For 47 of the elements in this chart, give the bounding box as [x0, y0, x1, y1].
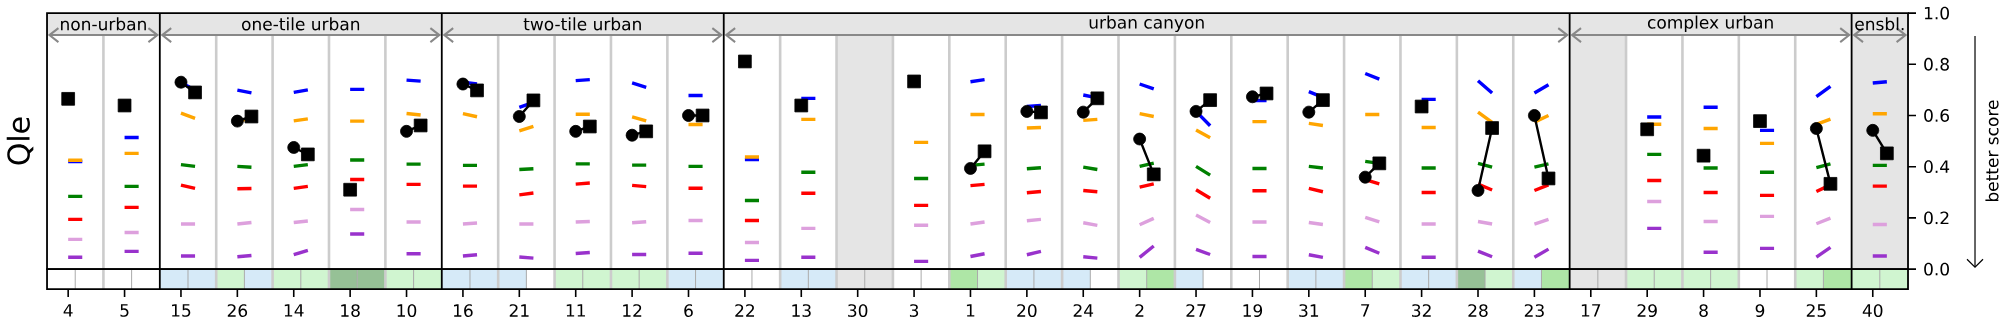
x-tick-label: 30 — [848, 304, 868, 317]
x-tick-label: 40 — [1862, 304, 1883, 317]
x-tick-label: 4 — [63, 304, 73, 317]
annotation: ensbl. — [1855, 17, 1904, 31]
y-tick-label: 0.8 — [1924, 57, 1949, 71]
x-tick-label: 11 — [566, 304, 585, 317]
x-tick-label: 27 — [1186, 304, 1206, 317]
y-tick-label: 0.4 — [1924, 160, 1950, 174]
x-tick-label: 21 — [509, 304, 529, 317]
annotation: two-tile urban — [523, 17, 641, 31]
y-tick-label: 1.0 — [1924, 6, 1949, 20]
y-tick-label: 0.6 — [1924, 109, 1950, 122]
x-tick-label: 15 — [172, 304, 191, 317]
x-tick-label: 22 — [735, 304, 755, 317]
text: better score — [1985, 100, 1999, 202]
x-tick-label: 20 — [1017, 304, 1037, 317]
y-tick-label: 0.0 — [1924, 262, 1949, 276]
x-tick-label: 3 — [909, 304, 919, 317]
x-tick-label: 25 — [1806, 304, 1826, 317]
x-tick-label: 13 — [792, 304, 811, 317]
x-tick-label: 6 — [684, 304, 693, 317]
x-tick-label: 16 — [453, 304, 473, 317]
x-tick-label: 1 — [966, 304, 975, 317]
x-tick-label: 17 — [1581, 304, 1601, 317]
x-tick-label: 18 — [341, 304, 360, 317]
x-tick-label: 7 — [1361, 304, 1370, 317]
x-tick-label: 14 — [284, 304, 304, 317]
x-tick-label: 8 — [1699, 304, 1708, 317]
x-tick-label: 26 — [227, 304, 248, 317]
x-tick-label: 31 — [1299, 304, 1319, 317]
x-tick-label: 23 — [1524, 304, 1544, 317]
x-tick-label: 32 — [1412, 304, 1431, 317]
y-axis-title: Qle — [6, 117, 34, 165]
y-tick-label: 0.2 — [1924, 211, 1949, 225]
x-tick-label: 10 — [397, 304, 417, 317]
annotation: one-tile urban — [241, 17, 360, 31]
x-tick-label: 9 — [1755, 304, 1765, 317]
x-tick-label: 24 — [1073, 304, 1094, 317]
x-tick-label: 19 — [1243, 304, 1263, 317]
x-tick-label: 28 — [1468, 304, 1488, 317]
x-tick-label: 2 — [1135, 304, 1144, 317]
x-tick-label: 5 — [120, 304, 129, 317]
annotation: complex urban — [1647, 15, 1773, 33]
annotation: urban canyon — [1089, 15, 1204, 33]
x-tick-label: 29 — [1637, 304, 1657, 317]
annotation: non-urban — [61, 17, 146, 31]
x-tick-label: 12 — [623, 304, 642, 317]
